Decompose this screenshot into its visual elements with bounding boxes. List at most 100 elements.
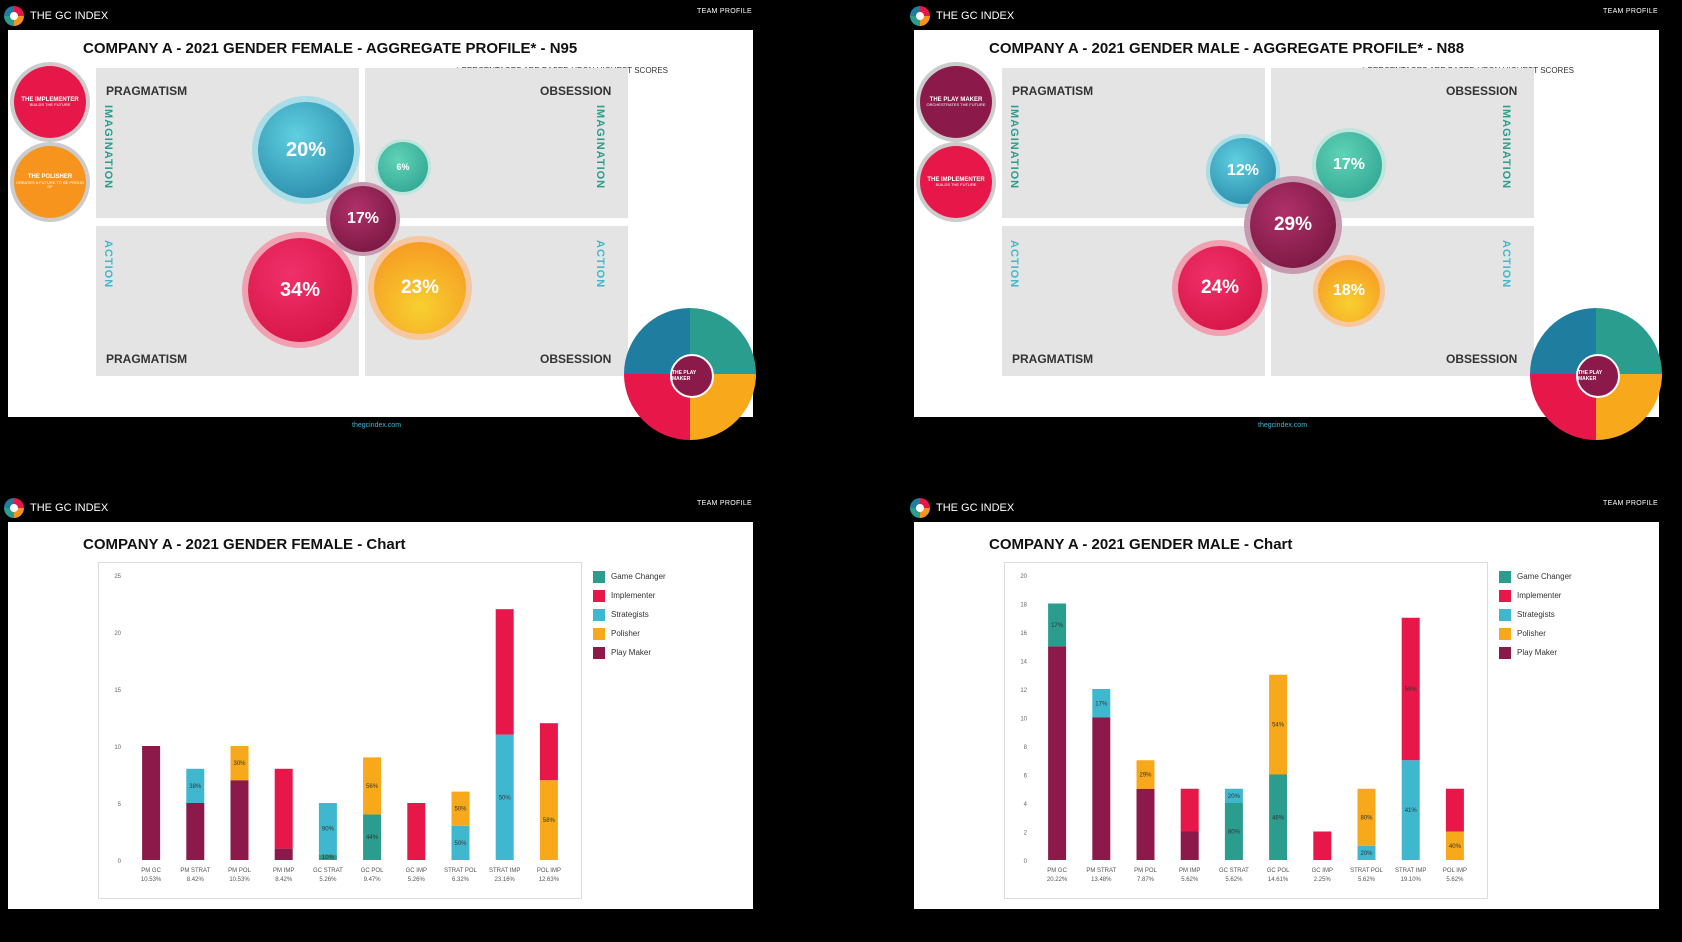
x-tick-label: STRAT POL (1350, 868, 1383, 874)
data-label: 80% (1228, 830, 1241, 836)
x-tick-label: GC STRAT (1219, 868, 1249, 874)
chart-legend: Game Changer Implementer Strategists Pol… (593, 567, 666, 662)
logo-text: THE GC INDEX (30, 502, 109, 514)
legend-swatch (593, 589, 605, 602)
bar-segment (318, 803, 337, 855)
label-pragmatism-top: PRAGMATISM (1012, 84, 1094, 98)
label-imagination-left: IMAGINATION (1008, 105, 1020, 190)
legend-swatch (593, 608, 605, 621)
chart-plot: 0 5 10 15 20 25 PM GC 10.53% 38% PM STRAT 8.42% 30%… (98, 562, 582, 899)
gc-index-logo: THE GC INDEX (910, 6, 1014, 26)
legend-item: Game Changer (1499, 567, 1572, 586)
x-tick-label: POL IMP (537, 868, 561, 874)
y-tick-label: 14 (1020, 660, 1027, 666)
bubble-polisher: 18% (1318, 260, 1380, 322)
bar-segment (1048, 603, 1067, 647)
label-action-left: ACTION (1008, 240, 1020, 289)
slide-male-profile: THE GC INDEX TEAM PROFILE COMPANY A - 20… (906, 0, 1666, 450)
legend-swatch (1499, 646, 1511, 659)
x-tick-label: GC IMP (406, 868, 427, 874)
data-label: 54% (1272, 723, 1285, 729)
x-tick-label: PM POL (1134, 868, 1157, 874)
x-tick-pct: 5.62% (1446, 877, 1464, 883)
gc-index-logo-icon (4, 6, 24, 26)
y-tick-label: 4 (1024, 802, 1028, 808)
x-tick-pct: 5.62% (1181, 877, 1199, 883)
bar-segment (1445, 831, 1464, 860)
badge-implementer: THE IMPLEMENTER BUILDS THE FUTURE (14, 66, 86, 138)
y-tick-label: 10 (114, 745, 121, 751)
bubble-strategist: 20% (258, 102, 354, 198)
x-tick-label: PM IMP (1179, 868, 1200, 874)
label-imagination-right: IMAGINATION (594, 105, 606, 190)
profile-canvas: COMPANY A - 2021 GENDER MALE - AGGREGATE… (914, 30, 1659, 417)
data-label: 50% (499, 795, 512, 801)
x-tick-pct: 13.48% (1091, 877, 1112, 883)
label-action-right: ACTION (1500, 240, 1512, 289)
bar-segment (186, 768, 205, 803)
bar-segment (1224, 788, 1243, 803)
legend-item: Polisher (1499, 624, 1572, 643)
x-tick-label: GC POL (1267, 868, 1290, 874)
stacked-bar-chart: 0 5 10 15 20 25 PM GC 10.53% 38% PM STRAT 8.42% 30%… (114, 574, 561, 883)
x-tick-pct: 20.22% (1047, 877, 1068, 883)
x-tick-label: GC IMP (1312, 868, 1333, 874)
legend-swatch (593, 627, 605, 640)
x-tick-pct: 6.32% (452, 877, 470, 883)
y-tick-label: 10 (1020, 717, 1027, 723)
bar-segment (1313, 831, 1332, 860)
bar-segment (1269, 774, 1288, 860)
legend-swatch (593, 570, 605, 583)
x-tick-pct: 5.62% (1225, 877, 1243, 883)
label-pragmatism-bottom: PRAGMATISM (1012, 352, 1094, 366)
wheel-center-play-maker: THE PLAY MAKER (670, 354, 714, 398)
x-tick-pct: 2.25% (1314, 877, 1332, 883)
bar-segment (230, 780, 249, 860)
label-obsession-bottom: OBSESSION (540, 352, 612, 366)
data-label: 59% (1405, 687, 1418, 693)
bar-segment (1269, 674, 1288, 775)
badge-polisher: THE POLISHER CREATES A FUTURE TO BE PROU… (14, 146, 86, 218)
data-label: 80% (1360, 815, 1373, 821)
x-tick-pct: 14.61% (1268, 877, 1289, 883)
team-profile-label: TEAM PROFILE (697, 500, 752, 507)
footer-url: thegcindex.com (1258, 422, 1308, 429)
gc-index-wheel: THE PLAY MAKER (1530, 308, 1662, 440)
legend-label: Polisher (611, 629, 640, 638)
x-tick-label: PM STRAT (1086, 868, 1116, 874)
y-tick-label: 16 (1020, 631, 1027, 637)
bar-segment (539, 723, 558, 781)
badge-name: THE IMPLEMENTER (21, 96, 79, 103)
bar-segment (1136, 760, 1155, 789)
wheel-center-play-maker: THE PLAY MAKER (1576, 354, 1620, 398)
x-tick-pct: 10.53% (141, 877, 162, 883)
legend-item: Play Maker (593, 643, 666, 662)
legend-label: Play Maker (1517, 648, 1558, 657)
data-label: 20% (1228, 794, 1241, 800)
y-tick-label: 20 (1020, 574, 1027, 580)
label-action-right: ACTION (594, 240, 606, 289)
bar-segment (318, 854, 337, 860)
team-profile-label: TEAM PROFILE (1603, 500, 1658, 507)
y-tick-label: 5 (118, 802, 122, 808)
bar-segment (1401, 760, 1420, 860)
x-tick-pct: 5.26% (319, 877, 337, 883)
data-label: 58% (543, 818, 556, 824)
label-obsession-bottom: OBSESSION (1446, 352, 1518, 366)
bar-segment (1445, 788, 1464, 832)
chart-plot: 0 2 4 6 8 10 12 14 16 18 20 17% PM GC 20.22% 17% PM STR… (1004, 562, 1488, 899)
data-label: 30% (233, 761, 246, 767)
legend-swatch (593, 646, 605, 659)
gc-index-logo: THE GC INDEX (910, 498, 1014, 518)
bar-segment (1048, 646, 1067, 860)
gc-index-logo-icon (910, 6, 930, 26)
data-label: 90% (322, 827, 335, 833)
legend-item: Implementer (1499, 586, 1572, 605)
x-tick-pct: 9.47% (364, 877, 382, 883)
legend-label: Polisher (1517, 629, 1546, 638)
x-tick-label: PM GC (1047, 868, 1067, 874)
data-label: 41% (1405, 808, 1418, 814)
bar-segment (274, 848, 293, 860)
bubble-game-changer: 17% (1316, 132, 1382, 198)
x-tick-label: PM STRAT (180, 868, 210, 874)
